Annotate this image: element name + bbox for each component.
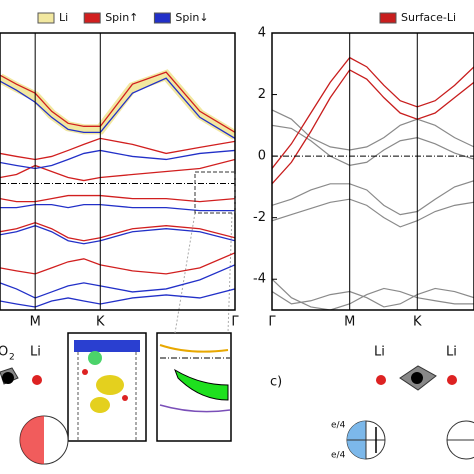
band [272, 69, 474, 185]
band [0, 77, 235, 139]
frame [271, 32, 474, 311]
band [0, 194, 235, 203]
legend-label: Li [59, 11, 68, 24]
annotation-texts: O 2 Li c) Li Li e/4 e/4 [0, 345, 457, 461]
label: O [0, 345, 8, 360]
band [272, 180, 474, 216]
label: Li [30, 345, 41, 360]
highlight-band [0, 69, 235, 140]
label: c) [270, 375, 282, 390]
band [272, 109, 474, 151]
legend-swatch [379, 12, 397, 24]
band [0, 221, 235, 242]
label: e/4 [331, 451, 346, 461]
plot-1: Γ M K 4 2 0 -2 -4 Surface-Li [253, 11, 474, 330]
x-tick-label: K [96, 315, 105, 330]
x-tick-label: Γ [268, 315, 276, 330]
band [272, 56, 474, 169]
band [0, 264, 235, 299]
plot-0: M K Γ Li Spin↑ Spin↓ [0, 11, 239, 330]
label: e/4 [331, 421, 346, 431]
band [272, 287, 474, 308]
label: Li [446, 345, 457, 360]
y-tick-label: 2 [258, 87, 266, 102]
legend-label: Surface-Li [401, 11, 456, 24]
y-tick-label: 0 [258, 149, 266, 164]
label: 2 [9, 353, 15, 363]
band [272, 278, 474, 310]
band [0, 252, 235, 275]
zoom-inset [156, 212, 233, 442]
plot-area [0, 69, 235, 308]
zoom-box [194, 171, 236, 214]
band [0, 71, 235, 133]
x-tick-label: Γ [231, 315, 239, 330]
legend-label: Spin↑ [105, 11, 138, 24]
plot-area [272, 56, 474, 310]
band [0, 158, 235, 182]
band [0, 149, 235, 170]
x-tick-label: M [344, 315, 355, 330]
left-inset [67, 332, 147, 442]
y-tick-label: -4 [253, 272, 266, 287]
legend-swatch [83, 12, 101, 24]
band [0, 203, 235, 212]
y-tick-label: -2 [253, 210, 266, 225]
x-tick-label: M [30, 315, 41, 330]
legend-swatch [37, 12, 55, 24]
x-tick-label: K [413, 315, 422, 330]
y-tick-label: 4 [258, 26, 266, 41]
band [272, 198, 474, 228]
schematics [0, 365, 474, 465]
band [0, 137, 235, 161]
band [0, 288, 235, 308]
label: Li [374, 345, 385, 360]
legend-swatch [153, 12, 171, 24]
legend-label: Spin↓ [175, 11, 208, 24]
band [0, 225, 235, 245]
